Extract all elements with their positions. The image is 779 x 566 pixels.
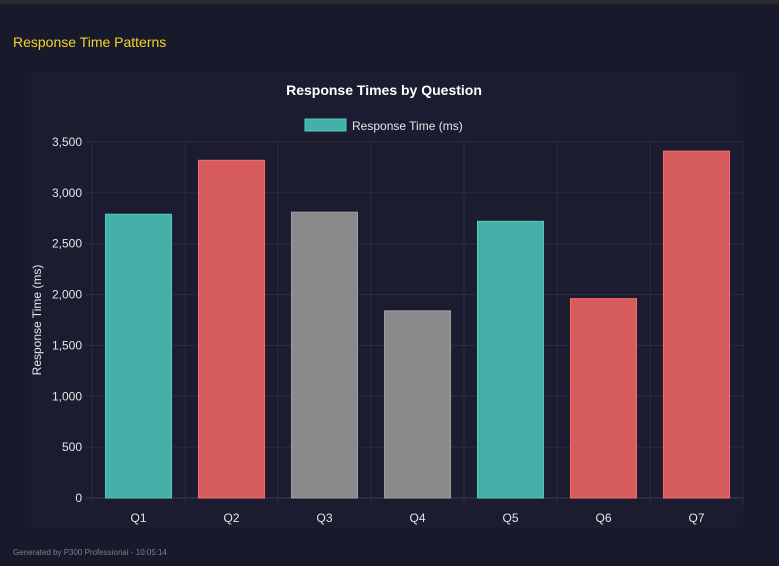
y-tick-label: 2,000 bbox=[52, 288, 82, 302]
y-axis-label: Response Time (ms) bbox=[30, 265, 44, 376]
window-top-bar bbox=[0, 0, 779, 4]
section-title: Response Time Patterns bbox=[13, 34, 167, 50]
x-tick-label: Q5 bbox=[502, 511, 518, 525]
bar-q7 bbox=[662, 150, 731, 499]
y-tick-label: 3,500 bbox=[52, 135, 82, 149]
y-tick-label: 3,000 bbox=[52, 186, 82, 200]
legend-label[interactable]: Response Time (ms) bbox=[352, 119, 463, 133]
y-tick-label: 2,500 bbox=[52, 237, 82, 251]
footer-text: Generated by P300 Professional - 10:05:1… bbox=[13, 548, 167, 557]
y-tick-label: 1,500 bbox=[52, 338, 82, 352]
legend-swatch[interactable] bbox=[304, 118, 347, 132]
y-tick-label: 1,000 bbox=[52, 389, 82, 403]
chart-title: Response Times by Question bbox=[286, 82, 482, 98]
x-tick-label: Q7 bbox=[688, 511, 704, 525]
x-tick-label: Q1 bbox=[130, 511, 146, 525]
y-tick-label: 500 bbox=[62, 440, 82, 454]
bar-q1 bbox=[104, 213, 173, 499]
y-tick-label: 0 bbox=[75, 491, 82, 505]
x-tick-label: Q2 bbox=[223, 511, 239, 525]
bar-q2 bbox=[197, 159, 266, 499]
x-tick-label: Q4 bbox=[409, 511, 425, 525]
x-tick-label: Q3 bbox=[316, 511, 332, 525]
bar-q4 bbox=[383, 310, 452, 499]
bar-q3 bbox=[290, 211, 359, 499]
bar-q6 bbox=[569, 298, 638, 499]
x-tick-label: Q6 bbox=[595, 511, 611, 525]
bar-q5 bbox=[476, 220, 545, 499]
